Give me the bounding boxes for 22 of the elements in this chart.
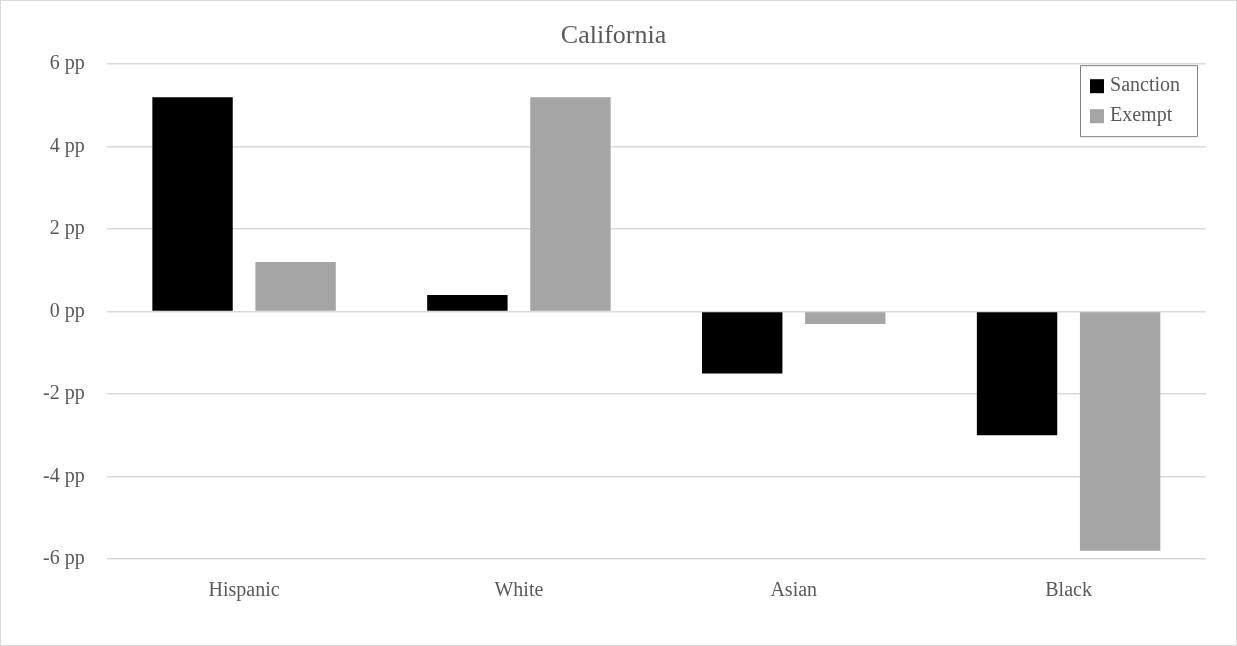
legend-label: Exempt bbox=[1110, 103, 1173, 127]
y-tick-label: 4 pp bbox=[49, 133, 85, 157]
bar bbox=[152, 97, 233, 311]
y-tick-label: -6 pp bbox=[42, 546, 85, 570]
x-tick-label: Black bbox=[1045, 578, 1092, 601]
bar bbox=[805, 312, 886, 324]
bar bbox=[702, 312, 783, 374]
bar bbox=[255, 262, 336, 311]
legend-label: Sanction bbox=[1110, 73, 1181, 96]
bar bbox=[976, 312, 1058, 436]
bar bbox=[1079, 312, 1161, 551]
x-tick-label: White bbox=[494, 578, 544, 601]
y-tick-label: -2 pp bbox=[42, 381, 85, 405]
bar bbox=[530, 97, 611, 311]
x-tick-label: Hispanic bbox=[208, 578, 280, 602]
x-tick-label: Asian bbox=[770, 578, 818, 601]
y-tick-label: -4 pp bbox=[42, 463, 85, 487]
y-tick-label: 0 pp bbox=[49, 298, 85, 322]
y-tick-label: 2 pp bbox=[49, 216, 85, 240]
chart-title: California bbox=[560, 20, 667, 50]
bar bbox=[427, 295, 508, 311]
y-tick-label: 6 pp bbox=[49, 51, 85, 75]
